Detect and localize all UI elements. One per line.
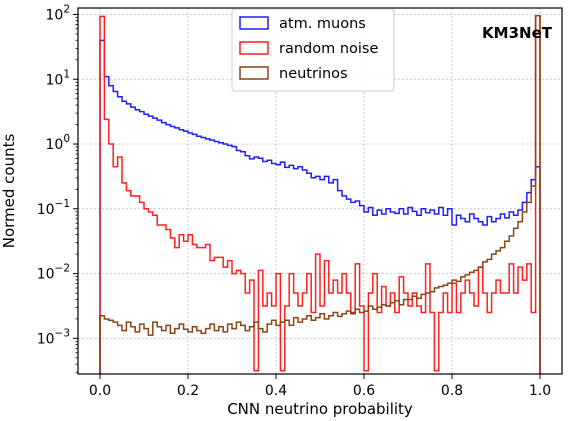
series-random-noise: [99, 15, 541, 374]
y-tick-label: 10−1: [37, 198, 70, 218]
x-tick-label: 0.0: [89, 383, 111, 399]
x-tick-label: 1.0: [529, 383, 551, 399]
legend-label: atm. muons: [279, 16, 366, 32]
x-tick-label: 0.8: [441, 383, 463, 399]
legend-label: random noise: [279, 41, 378, 57]
x-tick-label: 0.6: [353, 383, 375, 399]
y-tick-label: 100: [45, 133, 70, 153]
legend-swatch: [239, 41, 269, 55]
series-atm-muons: [99, 39, 541, 374]
y-tick-label: 10−3: [37, 327, 70, 347]
legend-label: neutrinos: [279, 66, 348, 82]
y-axis-label: Normed counts: [0, 134, 18, 249]
x-axis-label: CNN neutrino probability: [227, 400, 413, 418]
x-tick-label: 0.2: [177, 383, 199, 399]
legend-swatch: [239, 66, 269, 80]
series-neutrinos: [99, 15, 541, 374]
km3net-annotation: KM3NeT: [482, 24, 553, 42]
axis-ticks: 0.0 0.2 0.4 0.6 0.8 1.0 102 101 100 10−1 10−2 10−3: [37, 3, 551, 399]
legend-box: [231, 8, 395, 92]
plot-frame: [77, 7, 563, 375]
series-layer: [99, 15, 541, 374]
y-tick-label: 10−2: [37, 263, 70, 283]
legend-swatch: [239, 16, 269, 30]
x-tick-label: 0.4: [265, 383, 287, 399]
legend: atm. muons random noise neutrinos: [231, 8, 395, 92]
y-tick-label: 102: [45, 3, 70, 23]
y-tick-label: 101: [45, 68, 70, 88]
